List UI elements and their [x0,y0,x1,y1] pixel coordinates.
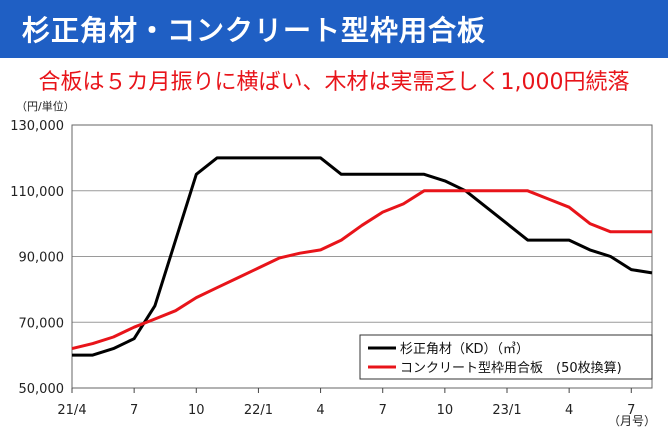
x-tick-label: 22/1 [244,403,273,418]
y-tick-label: 70,000 [19,316,65,331]
x-unit-label: （月号） [608,414,656,428]
x-tick-label: 23/1 [492,403,521,418]
legend: 杉正角材（KD）（㎥） コンクリート型枠用合板 (50枚換算) [359,334,653,380]
y-tick-label: 90,000 [19,251,65,266]
series-lines [71,156,653,357]
series-line-lumber [72,156,653,357]
y-tick-label: 50,000 [19,382,65,397]
x-tick-label: 10 [188,403,205,418]
banner-title: 杉正角材・コンクリート型枠用合板 [22,14,487,47]
series-line-plywood [71,189,652,351]
headline: 合板は５カ月振りに横ばい、木材は実需乏しく1,000円続落 [38,70,630,95]
y-unit-label: （円/単位） [16,100,75,113]
y-tick-label: 110,000 [10,185,64,200]
y-axis-ticks: 50,000 70,000 90,000 110,000 130,000 [10,119,64,397]
plot-frame [71,124,653,389]
x-tick-label: 7 [627,403,635,418]
x-tick-label: 10 [437,403,454,418]
x-tick-label: 4 [316,403,324,418]
x-tick-label: 21/4 [57,403,86,418]
x-tick-label: 4 [565,403,573,418]
x-tick-label: 7 [379,403,387,418]
legend-label-plywood: コンクリート型枠用合板 (50枚換算) [400,361,622,376]
legend-label-lumber: 杉正角材（KD）（㎥） [400,342,529,357]
title-banner: 杉正角材・コンクリート型枠用合板 [0,0,668,58]
legend-box [359,334,653,380]
x-tick-label: 7 [130,403,138,418]
grid-lines [71,124,653,389]
y-tick-label: 130,000 [10,119,64,134]
x-axis-ticks: 21/4 7 10 22/1 4 7 10 23/1 4 7 [57,388,635,418]
